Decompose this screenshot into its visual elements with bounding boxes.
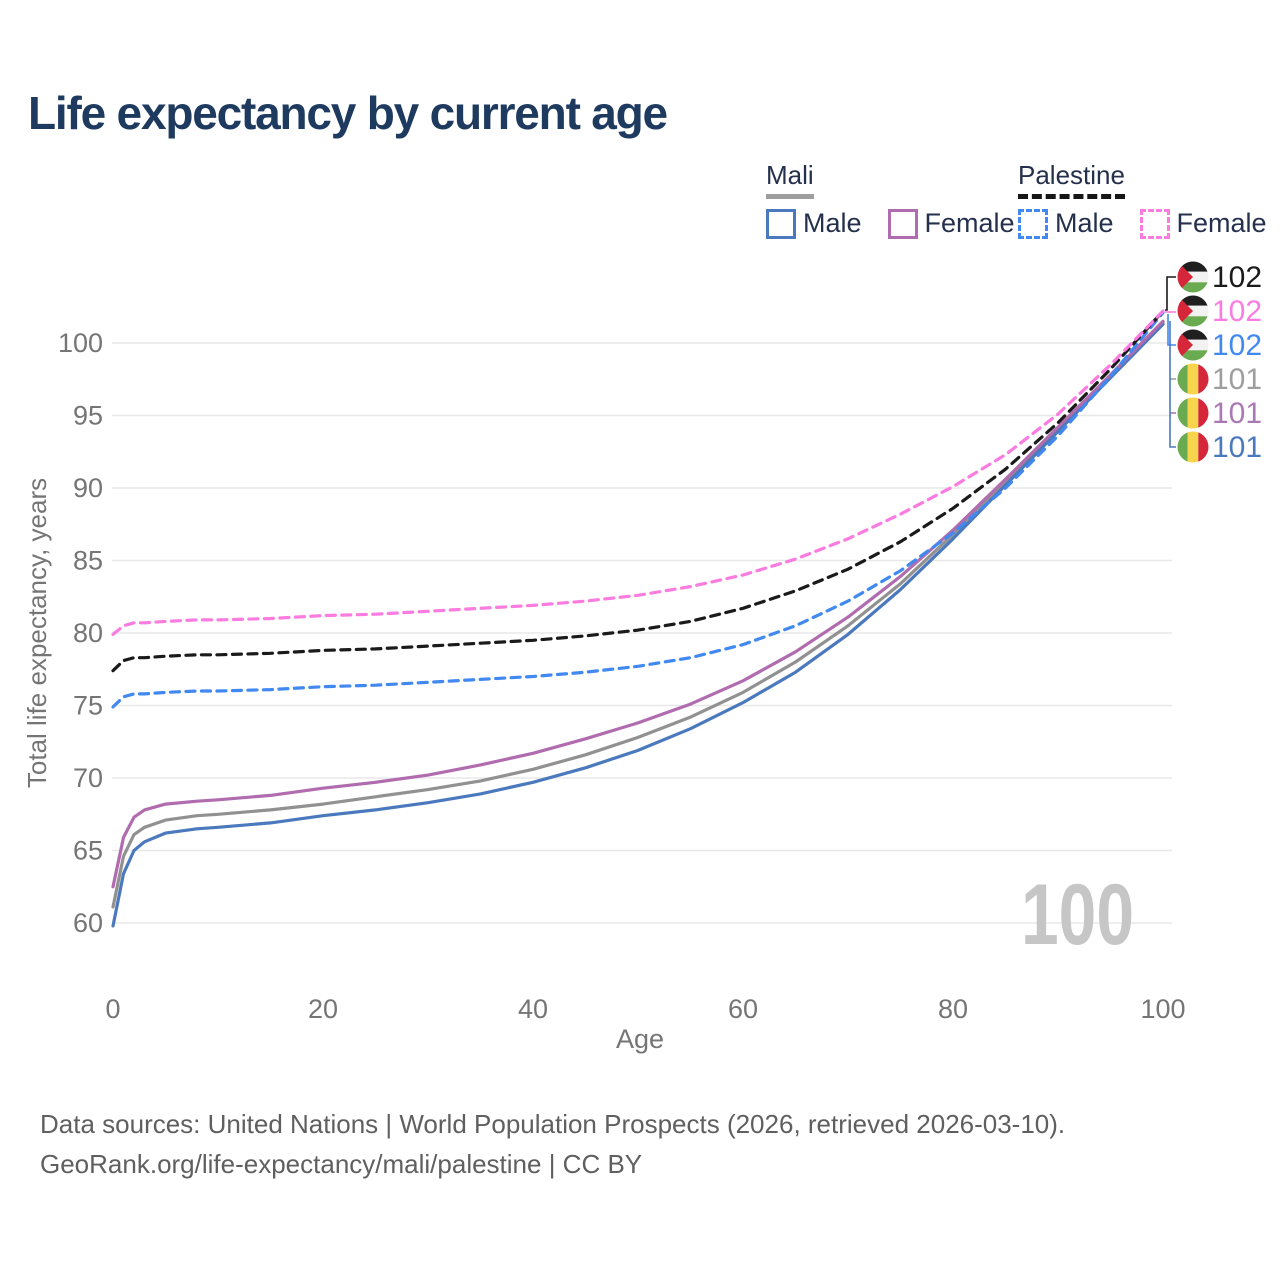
end-value-label: 102 [1212,261,1262,294]
flag-triangle [1177,329,1193,361]
line-swatch-icon [1139,208,1170,239]
line-swatch-icon [1018,208,1048,239]
x-tick-label: 20 [308,994,338,1024]
y-tick-label: 60 [73,908,103,938]
y-tick-label: 90 [73,473,103,503]
flag-stripe [1177,363,1188,395]
mali-flag-icon [1177,363,1209,395]
footer-sources: Data sources: United Nations | World Pop… [40,1109,1066,1139]
mali-flag-icon [1177,431,1209,463]
flag-stripe [1177,295,1209,306]
gridlines [112,342,1172,924]
page-title: Life expectancy by current age [28,87,668,139]
y-axis-title: Total life expectancy, years [22,478,52,788]
flag-stripe [1198,397,1209,429]
palestine-flag-icon [1177,329,1209,361]
flag-stripe [1187,431,1199,463]
legend-item-mali-female[interactable]: Female [887,208,1015,239]
mali-flag-icon [1177,397,1209,429]
footer-url: GeoRank.org/life-expectancy/mali/palesti… [40,1149,643,1179]
flag-triangle [1177,295,1193,327]
flag-stripe [1177,431,1188,463]
flag-stripe [1177,261,1209,272]
x-axis-tick-labels: 0 20 40 60 80 100 [105,994,1185,1024]
end-value-label: 102 [1212,295,1262,328]
y-tick-label: 80 [73,618,103,648]
end-label-connector [1167,314,1176,346]
end-label-connector [1165,276,1176,311]
series-line-mali-female[interactable] [111,319,1165,889]
palestine-flag-icon [1177,261,1209,293]
legend-item-label: Female [924,208,1015,238]
flag-stripe [1177,397,1188,429]
end-label-connector [1169,321,1176,448]
legend-item-palestine-male[interactable]: Male [1018,208,1114,239]
flag-stripe [1177,350,1209,361]
y-tick-label: 75 [73,691,103,721]
x-tick-label: 40 [518,994,548,1024]
flag-stripe [1198,431,1209,463]
watermark-age: 100 [1021,867,1134,963]
y-tick-label: 95 [73,401,103,431]
flag-stripe [1177,329,1209,340]
palestine-flag-icon [1177,295,1209,327]
legend-item-mali-male[interactable]: Male [766,208,862,239]
x-tick-label: 80 [938,994,968,1024]
legend-item-palestine-female[interactable]: Female [1139,208,1267,239]
x-tick-label: 60 [728,994,758,1024]
flag-stripe [1187,397,1199,429]
flag-stripe [1177,282,1209,293]
series-lines [111,309,1165,928]
series-line-mali-male[interactable] [111,322,1165,928]
legend-item-label: Female [1176,208,1267,238]
x-tick-label: 100 [1140,994,1185,1024]
end-value-label: 101 [1212,363,1262,396]
y-tick-label: 70 [73,763,103,793]
y-tick-label: 85 [73,546,103,576]
legend-title-palestine: Palestine [1018,160,1125,199]
series-line-palestine-male[interactable] [111,311,1165,709]
legend-group-palestine: Palestine Male Female [1018,160,1267,239]
end-value-label: 101 [1212,431,1262,464]
line-swatch-icon [887,208,918,239]
legend-item-label: Male [803,208,862,238]
flag-stripe [1198,363,1209,395]
end-label-connectors [1165,276,1176,448]
legend-title-mali: Mali [766,160,814,199]
flag-triangle [1177,261,1193,293]
y-tick-label: 100 [58,328,103,358]
line-swatch-icon [766,208,796,239]
y-tick-label: 65 [73,836,103,866]
y-axis-tick-labels: 60 65 70 75 80 85 90 95 100 [58,328,103,938]
series-line-palestine-female[interactable] [111,309,1165,637]
x-axis-title: Age [616,1024,664,1054]
legend-item-label: Male [1055,208,1114,238]
series-line-palestine-total[interactable] [111,309,1165,673]
series-line-mali-total[interactable] [111,321,1165,909]
x-tick-label: 0 [105,994,120,1024]
footer: Data sources: United Nations | World Pop… [40,1104,1065,1184]
end-value-label: 101 [1212,397,1262,430]
end-value-label: 102 [1212,329,1262,362]
flag-stripe [1177,316,1209,327]
flag-stripe [1187,363,1199,395]
legend-group-mali: Mali Male Female [766,160,1015,239]
